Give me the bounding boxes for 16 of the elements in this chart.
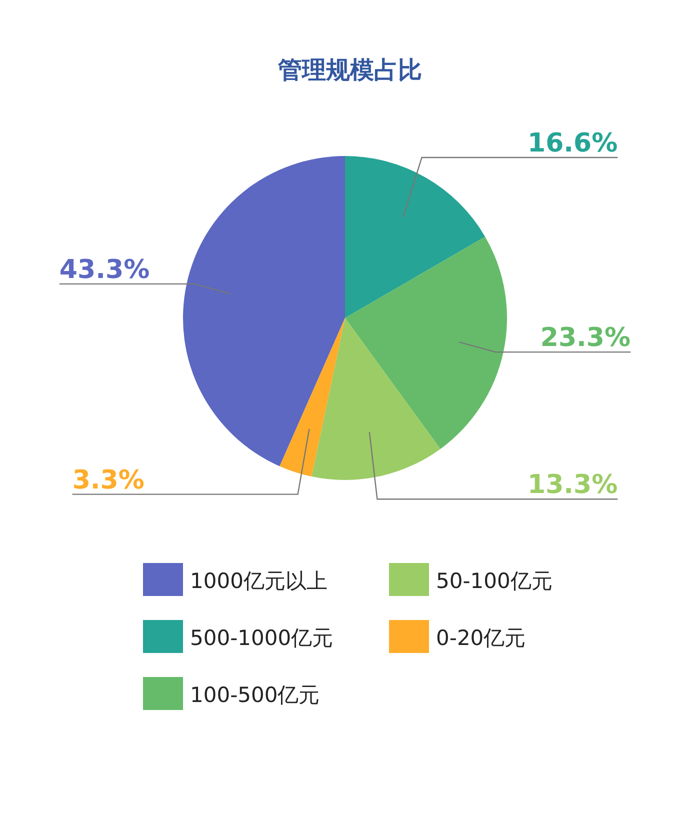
- data-label: 13.3%: [527, 470, 618, 500]
- pie-slice: [345, 156, 486, 318]
- legend-label: 100-500亿元: [190, 683, 320, 707]
- pie-slice: [183, 156, 345, 466]
- legend-label: 1000亿元以上: [190, 569, 328, 593]
- data-label: 43.3%: [59, 254, 150, 285]
- pie-slice: [345, 236, 507, 449]
- chart-title: 管理规模占比: [277, 56, 422, 84]
- data-label: 16.6%: [527, 128, 618, 158]
- pie-slice: [280, 318, 345, 477]
- data-label: 23.3%: [540, 323, 631, 354]
- data-label: 3.3%: [72, 465, 144, 496]
- legend-label: 500-1000亿元: [190, 626, 334, 650]
- legend-label: 0-20亿元: [436, 626, 526, 650]
- pie-slice: [312, 318, 440, 480]
- legend-label: 50-100亿元: [436, 569, 552, 593]
